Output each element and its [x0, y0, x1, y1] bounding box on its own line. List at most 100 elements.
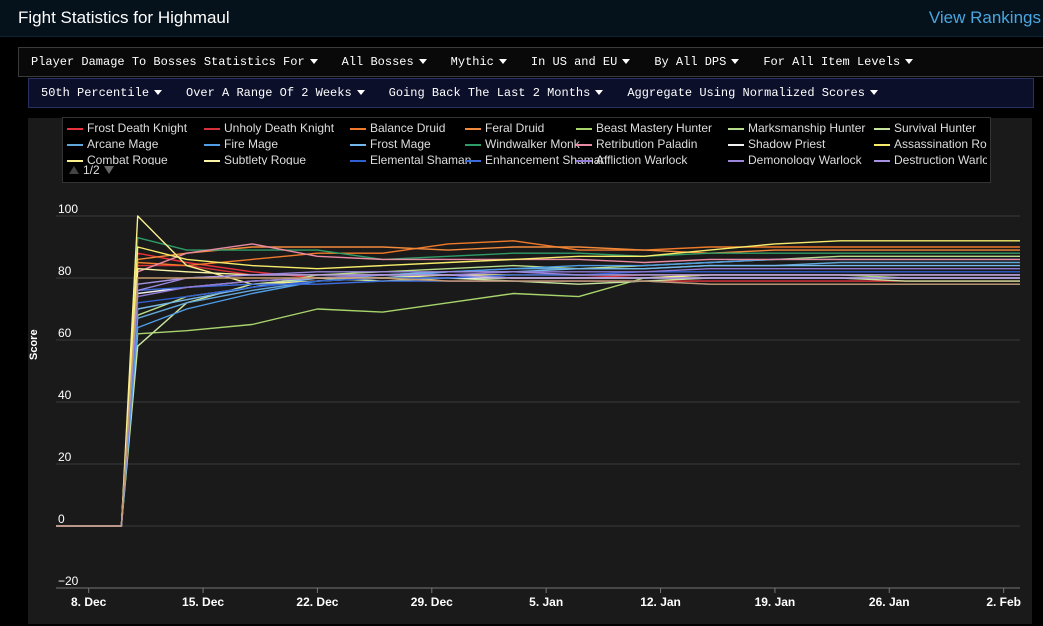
legend-item[interactable]: Arcane Mage [67, 137, 158, 152]
series-line [56, 274, 1020, 527]
filter-time-span[interactable]: Going Back The Last 2 Months [389, 86, 604, 100]
y-tick-label: 80 [58, 264, 72, 278]
filter-bosses[interactable]: All Bosses [342, 55, 427, 69]
x-tick-label: 15. Dec [182, 595, 224, 609]
filter-range[interactable]: Over A Range Of 2 Weeks [186, 86, 365, 100]
legend-label: Affliction Warlock [596, 153, 688, 165]
line-chart: −20 0 20 40 60 80 100 8. Dec 15. Dec 22. Dec 29. D… [56, 202, 1021, 609]
filter-label: For All Item Levels [763, 55, 901, 69]
y-tick-label: 100 [58, 202, 78, 216]
legend-item[interactable]: Affliction Warlock [576, 153, 687, 165]
legend-item[interactable]: Combat Rogue [67, 153, 168, 165]
legend-next-icon[interactable] [103, 166, 114, 174]
series-line [56, 271, 1020, 527]
legend-item[interactable]: Windwalker Monk [465, 137, 580, 152]
filter-percentile[interactable]: 50th Percentile [41, 86, 163, 100]
legend-swatch [204, 127, 220, 130]
x-tick-label: 19. Jan [755, 595, 796, 609]
x-tick-label: 8. Dec [71, 595, 107, 609]
y-tick-label: 40 [58, 388, 72, 402]
legend-item[interactable]: Assassination Rogue [874, 137, 987, 152]
legend-swatch [728, 159, 744, 162]
legend-label: Frost Death Knight [87, 121, 188, 135]
y-tick-label: 20 [58, 450, 72, 464]
legend-swatch [874, 143, 890, 146]
legend-item[interactable]: Unholy Death Knight [204, 121, 334, 136]
legend-item[interactable]: Frost Death Knight [67, 121, 187, 136]
legend-item[interactable]: Balance Druid [350, 121, 445, 136]
legend-item[interactable]: Destruction Warlock [874, 153, 987, 165]
chart-area: −20 0 20 40 60 80 100 8. Dec 15. Dec 22. Dec 29. D… [28, 118, 1032, 624]
legend-item[interactable]: Elemental Shaman [350, 153, 471, 165]
legend-swatch [204, 159, 220, 162]
legend-label: Survival Hunter [894, 121, 977, 135]
legend-label: Windwalker Monk [485, 137, 580, 151]
caret-down-icon [498, 59, 507, 65]
filter-region[interactable]: In US and EU [531, 55, 631, 69]
filter-label: Mythic [450, 55, 494, 69]
filter-label: 50th Percentile [41, 86, 150, 100]
legend-item[interactable]: Feral Druid [465, 121, 544, 136]
legend-swatch [465, 159, 481, 162]
y-tick-label: −20 [58, 574, 79, 588]
legend-page: 1/2 [83, 163, 100, 177]
view-rankings-link[interactable]: View Rankings [928, 8, 1041, 27]
series-line [56, 246, 1020, 527]
legend-item[interactable]: Subtlety Rogue [204, 153, 306, 165]
legend-item[interactable]: Marksmanship Hunter [728, 121, 865, 136]
x-tick-label: 22. Dec [296, 595, 338, 609]
caret-down-icon [356, 90, 365, 96]
legend-swatch [465, 127, 481, 130]
filter-statistics-type[interactable]: Player Damage To Bosses Statistics For [31, 55, 318, 69]
series-line [56, 243, 1020, 527]
legend-item[interactable]: Survival Hunter [874, 121, 976, 136]
legend-swatch [67, 143, 83, 146]
legend-swatch [350, 159, 366, 162]
series-line [56, 255, 1020, 527]
legend-label: Balance Druid [370, 121, 446, 135]
filter-aggregate[interactable]: Aggregate Using Normalized Scores [627, 86, 878, 100]
legend-label: Combat Rogue [87, 153, 168, 165]
legend-item[interactable]: Beast Mastery Hunter [576, 121, 712, 136]
legend-label: Destruction Warlock [894, 153, 987, 165]
filter-label: Player Damage To Bosses Statistics For [31, 55, 305, 69]
legend-item[interactable]: Retribution Paladin [576, 137, 697, 152]
legend-swatch [350, 143, 366, 146]
x-tick-label: 26. Jan [869, 595, 910, 609]
filter-role[interactable]: By All DPS [654, 55, 740, 69]
filter-label: By All DPS [654, 55, 727, 69]
legend-label: Marksmanship Hunter [748, 121, 866, 135]
legend-prev-icon[interactable] [69, 166, 79, 174]
caret-down-icon [595, 90, 604, 96]
caret-down-icon [418, 59, 427, 65]
x-tick-label: 2. Feb [986, 595, 1021, 609]
series-line [56, 280, 1020, 527]
legend-item[interactable]: Shadow Priest [728, 137, 825, 152]
legend-swatch [67, 127, 83, 130]
legend-label: Feral Druid [485, 121, 545, 135]
caret-down-icon [309, 59, 318, 65]
series-line [56, 267, 1020, 527]
legend-item[interactable]: Enhancement Shaman [465, 153, 607, 165]
legend-label: Elemental Shaman [370, 153, 472, 165]
legend-pagination: 1/2 [69, 163, 114, 177]
series-line [56, 271, 1020, 527]
legend-swatch [204, 143, 220, 146]
legend-item[interactable]: Demonology Warlock [728, 153, 862, 165]
filter-label: Aggregate Using Normalized Scores [627, 86, 865, 100]
legend-items: Frost Death Knight Unholy Death Knight Bal… [67, 121, 987, 165]
legend-label: Enhancement Shaman [485, 153, 608, 165]
legend-swatch [728, 143, 744, 146]
legend-item[interactable]: Frost Mage [350, 137, 431, 152]
legend-swatch [350, 127, 366, 130]
series-line [56, 264, 1020, 527]
y-axis-label: Score [28, 329, 40, 360]
filter-bar-secondary: 50th Percentile Over A Range Of 2 Weeks … [28, 78, 1034, 108]
legend-swatch [576, 143, 592, 146]
legend-item[interactable]: Fire Mage [204, 137, 278, 152]
filter-item-levels[interactable]: For All Item Levels [763, 55, 914, 69]
x-tick-label: 12. Jan [640, 595, 681, 609]
filter-difficulty[interactable]: Mythic [451, 55, 507, 69]
caret-down-icon [154, 90, 163, 96]
x-tick-label: 29. Dec [411, 595, 453, 609]
